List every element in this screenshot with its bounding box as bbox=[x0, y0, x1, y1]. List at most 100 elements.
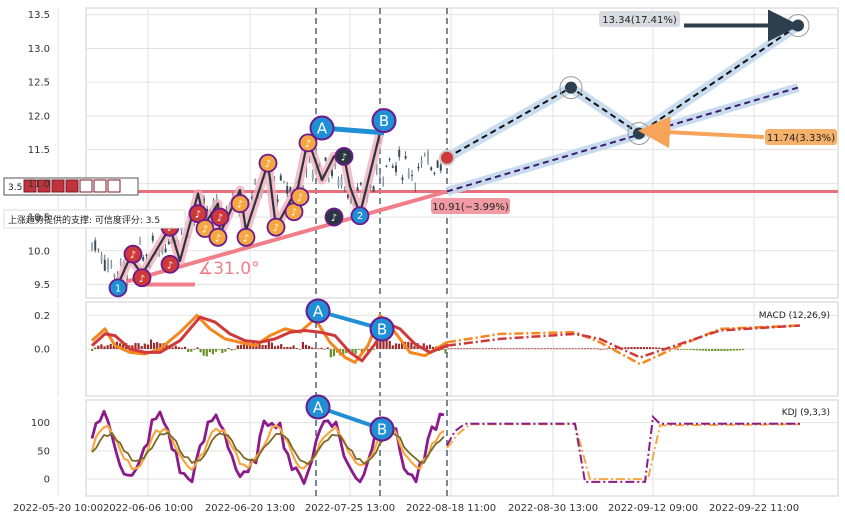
support-tag-cell bbox=[79, 179, 93, 193]
macd-histogram-bar bbox=[184, 346, 187, 349]
y-tick-label: 11.0 bbox=[28, 179, 50, 190]
candle-body bbox=[401, 177, 404, 180]
note-marker-glyph: ♪ bbox=[273, 223, 279, 234]
note-marker: ♪ bbox=[210, 207, 230, 227]
macd-histogram-bar bbox=[590, 348, 593, 350]
macd-histogram-bar bbox=[407, 341, 410, 349]
macd-histogram-bar bbox=[447, 348, 450, 350]
macd-histogram-bar bbox=[543, 348, 546, 350]
macd-histogram-bar bbox=[463, 348, 466, 350]
note-marker-dot bbox=[210, 207, 230, 227]
angle-label: ∡31.0° bbox=[198, 259, 260, 279]
macd-histogram-bar bbox=[518, 348, 521, 350]
note-marker: ♪ bbox=[266, 217, 286, 237]
macd-histogram-bar bbox=[410, 342, 413, 349]
macd-histogram-bar bbox=[552, 348, 556, 350]
y-tick-label: 50 bbox=[37, 446, 50, 457]
macd-histogram-bar bbox=[525, 348, 528, 350]
macd-histogram-bar bbox=[729, 349, 732, 351]
macd-histogram-bar bbox=[565, 348, 568, 350]
macd-point-a-dot bbox=[305, 298, 331, 324]
candle-body bbox=[167, 241, 170, 245]
kdj-point-b-label: B bbox=[377, 421, 387, 439]
macd-histogram-bar bbox=[323, 348, 326, 350]
candle-body bbox=[324, 157, 327, 161]
macd-histogram-bar bbox=[605, 348, 608, 350]
macd-histogram-bar bbox=[642, 347, 645, 349]
macd-histogram-bar bbox=[596, 348, 599, 350]
macd-histogram-bar bbox=[475, 348, 478, 350]
macd-histogram-bar bbox=[91, 349, 94, 352]
candle-body bbox=[100, 254, 103, 262]
point-a-dot bbox=[309, 115, 335, 141]
candle-body bbox=[385, 165, 388, 167]
macd-histogram-bar bbox=[156, 342, 159, 349]
macd-histogram-bar bbox=[711, 349, 714, 351]
candle-body bbox=[388, 158, 391, 160]
note-marker: ♪ bbox=[298, 133, 318, 153]
candle-body bbox=[107, 260, 109, 270]
macd-histogram-bar bbox=[456, 348, 459, 350]
candle-body bbox=[420, 160, 423, 164]
macd-histogram-bar bbox=[233, 349, 236, 350]
macd-histogram-bar bbox=[221, 349, 224, 354]
x-tick-label: 2022-05-20 10:00 bbox=[13, 503, 103, 514]
candle-body bbox=[334, 162, 337, 167]
support-tag-cell bbox=[51, 179, 65, 193]
candle-body bbox=[433, 172, 436, 174]
x-tick-label: 2022-08-30 13:00 bbox=[508, 503, 598, 514]
macd-histogram-bar bbox=[205, 349, 208, 357]
macd-histogram-bar bbox=[587, 348, 590, 350]
note-marker-glyph: ♪ bbox=[217, 213, 223, 224]
x-tick-label: 2022-09-22 11:00 bbox=[709, 503, 799, 514]
note-marker: ♪ bbox=[230, 194, 250, 213]
macd-histogram-bar bbox=[689, 349, 692, 350]
kdj-d-forecast bbox=[446, 423, 801, 481]
macd-histogram-bar bbox=[720, 349, 723, 351]
macd-histogram-bar bbox=[537, 348, 540, 350]
candle-body bbox=[359, 182, 362, 185]
macd-histogram-bar bbox=[639, 346, 642, 349]
note-marker-glyph: ♪ bbox=[265, 159, 271, 170]
macd-histogram-bar bbox=[546, 348, 549, 350]
candle-body bbox=[103, 259, 106, 271]
note-marker: ♪ bbox=[208, 227, 228, 247]
candle-body bbox=[439, 164, 442, 171]
ann-mid-text: 11.74(3.33%) bbox=[767, 133, 835, 144]
macd-histogram-bar bbox=[332, 349, 335, 357]
macd-histogram-bar bbox=[267, 341, 270, 349]
candle-body bbox=[142, 256, 145, 261]
note-marker-dot bbox=[334, 146, 354, 166]
wave-point-label: 1 bbox=[115, 283, 121, 294]
macd-histogram-bar bbox=[540, 348, 543, 350]
note-marker-dot bbox=[208, 227, 228, 247]
macd-histogram-bar bbox=[391, 345, 394, 349]
candle-body bbox=[395, 165, 397, 172]
kdj-point-b: B bbox=[369, 416, 395, 442]
macd-histogram-bar bbox=[298, 349, 301, 350]
macd-histogram-bar bbox=[385, 337, 388, 349]
note-marker-dot bbox=[195, 219, 215, 238]
note-marker-dot bbox=[324, 207, 344, 227]
candle-body bbox=[372, 186, 375, 192]
support-tag-cell bbox=[107, 179, 121, 193]
macd-histogram-bar bbox=[453, 348, 456, 350]
macd-histogram-bar bbox=[286, 346, 289, 349]
ann-low-text: 10.91(−3.99%) bbox=[432, 202, 509, 213]
macd-histogram-bar bbox=[329, 349, 332, 358]
y-tick-label: 0 bbox=[44, 475, 50, 486]
y-tick-label: 13.5 bbox=[28, 10, 50, 21]
note-marker-glyph: ♪ bbox=[130, 250, 136, 261]
macd-histogram-bar bbox=[224, 349, 227, 352]
macd-histogram-bar bbox=[366, 349, 370, 352]
macd-histogram-bar bbox=[636, 346, 639, 349]
macd-histogram-bar bbox=[494, 348, 497, 350]
macd-histogram-bar bbox=[686, 349, 689, 350]
macd-histogram-bar bbox=[122, 344, 125, 349]
y-tick-label: 13.0 bbox=[28, 44, 50, 55]
macd-point-b-dot bbox=[369, 316, 395, 342]
ann-high-box bbox=[599, 11, 680, 27]
panel-kdj bbox=[85, 399, 839, 497]
note-marker-glyph: ♪ bbox=[139, 274, 145, 285]
macd-dif-line bbox=[90, 313, 448, 364]
